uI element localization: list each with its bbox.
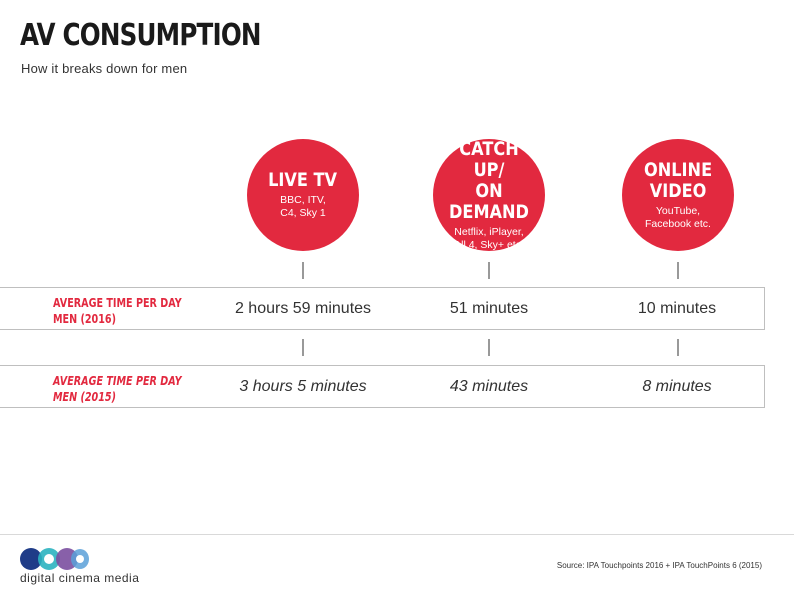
page-title: AV CONSUMPTION xyxy=(20,18,262,53)
row-label-2016: AVERAGE TIME PER DAY MEN (2016) xyxy=(53,296,182,326)
row-band-2016 xyxy=(0,287,765,330)
value-live-tv-2016: 2 hours 59 minutes xyxy=(234,300,372,317)
category-circle-online-video: ONLINE VIDEO YouTube, Facebook etc. xyxy=(622,139,734,251)
footer-divider xyxy=(0,534,794,535)
source-note: Source: IPA Touchpoints 2016 + IPA Touch… xyxy=(556,561,762,570)
connector-tick xyxy=(677,262,679,279)
category-circle-live-tv: LIVE TV BBC, ITV, C4, Sky 1 xyxy=(247,139,359,251)
row-label-2015: AVERAGE TIME PER DAY MEN (2015) xyxy=(53,374,182,404)
category-examples: YouTube, Facebook etc. xyxy=(645,204,711,230)
connector-tick xyxy=(302,262,304,279)
value-catch-up-2016: 51 minutes xyxy=(449,300,529,317)
connector-tick xyxy=(677,339,679,356)
category-examples: Netflix, iPlayer, All 4, Sky+ etc. xyxy=(454,225,524,251)
connector-tick xyxy=(488,262,490,279)
page-subtitle: How it breaks down for men xyxy=(21,61,188,76)
value-online-video-2015: 8 minutes xyxy=(642,378,712,395)
category-name: ONLINE VIDEO xyxy=(643,158,713,202)
connector-tick xyxy=(488,339,490,356)
category-examples: BBC, ITV, C4, Sky 1 xyxy=(280,194,326,219)
value-live-tv-2015: 3 hours 5 minutes xyxy=(239,378,367,395)
category-name: LIVE TV xyxy=(268,169,338,191)
category-circle-catch-up: CATCH UP/ ON DEMAND Netflix, iPlayer, Al… xyxy=(433,137,545,251)
value-online-video-2016: 10 minutes xyxy=(637,300,717,317)
row-band-2015 xyxy=(0,365,765,408)
value-catch-up-2015: 43 minutes xyxy=(449,378,529,395)
category-name: CATCH UP/ ON DEMAND xyxy=(449,137,529,223)
logo-text: digital cinema media xyxy=(20,571,140,585)
dcm-logo-icon xyxy=(20,548,89,570)
connector-tick xyxy=(302,339,304,356)
